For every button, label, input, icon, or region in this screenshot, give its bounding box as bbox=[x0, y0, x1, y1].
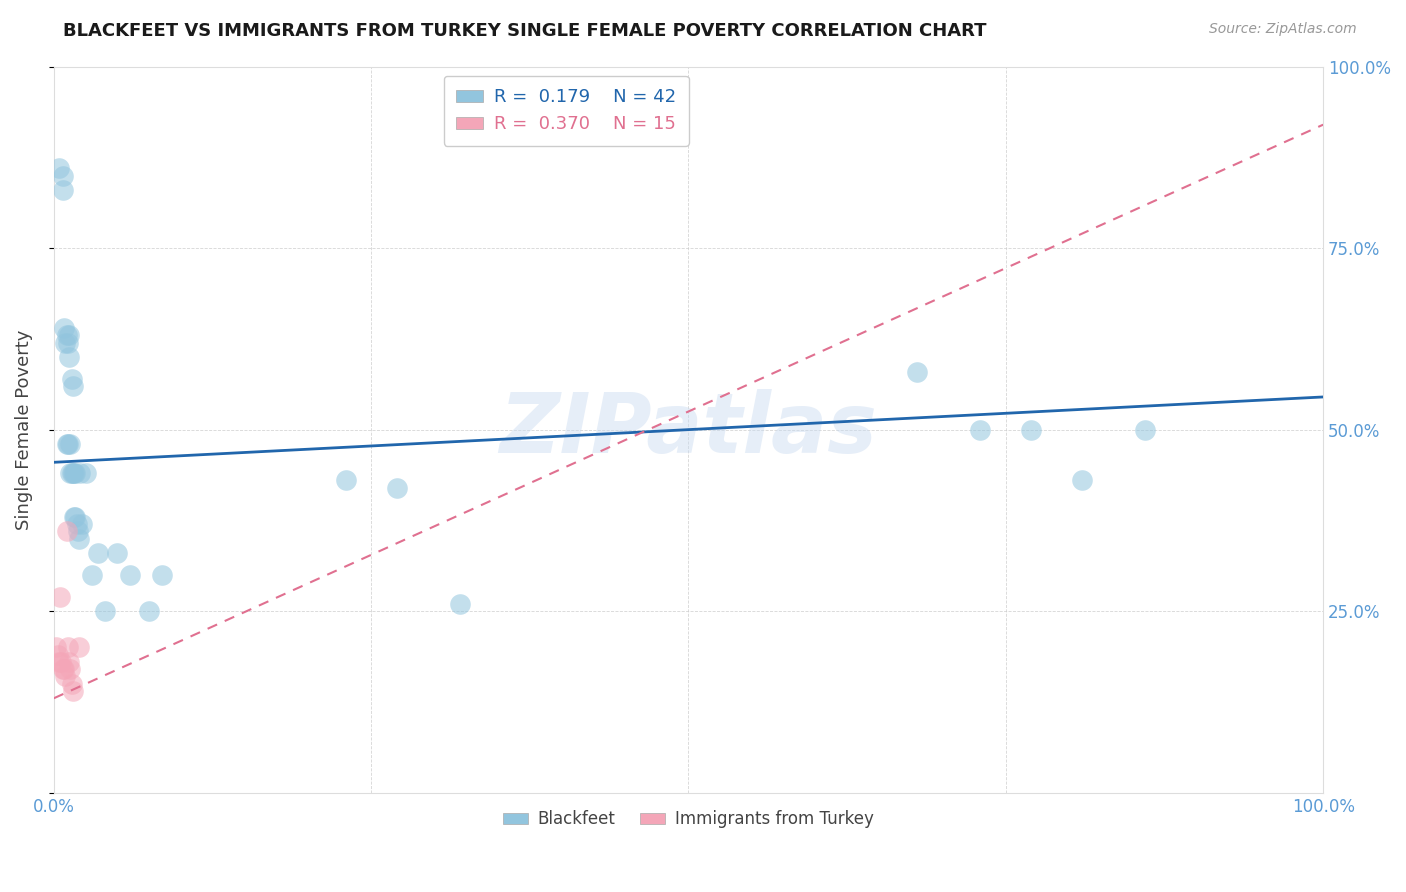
Blackfeet bbox=[385, 481, 408, 495]
Immigrants from Turkey bbox=[48, 655, 70, 669]
Blackfeet bbox=[449, 597, 471, 611]
Blackfeet bbox=[105, 546, 128, 560]
Blackfeet bbox=[87, 546, 110, 560]
Blackfeet bbox=[80, 567, 103, 582]
Blackfeet bbox=[93, 604, 115, 618]
Blackfeet bbox=[118, 567, 141, 582]
Blackfeet bbox=[66, 516, 89, 531]
Blackfeet bbox=[56, 335, 79, 350]
Blackfeet bbox=[150, 567, 173, 582]
Blackfeet bbox=[335, 474, 357, 488]
Blackfeet bbox=[58, 328, 80, 343]
Blackfeet bbox=[75, 466, 97, 480]
Blackfeet bbox=[67, 532, 90, 546]
Blackfeet bbox=[63, 466, 86, 480]
Immigrants from Turkey bbox=[51, 655, 73, 669]
Blackfeet bbox=[62, 466, 84, 480]
Immigrants from Turkey bbox=[55, 524, 77, 539]
Blackfeet bbox=[52, 169, 75, 183]
Blackfeet bbox=[138, 604, 160, 618]
Blackfeet bbox=[59, 437, 82, 451]
Immigrants from Turkey bbox=[53, 662, 76, 676]
Blackfeet bbox=[65, 466, 87, 480]
Immigrants from Turkey bbox=[59, 662, 82, 676]
Blackfeet bbox=[52, 183, 75, 197]
Blackfeet bbox=[58, 350, 80, 364]
Text: BLACKFEET VS IMMIGRANTS FROM TURKEY SINGLE FEMALE POVERTY CORRELATION CHART: BLACKFEET VS IMMIGRANTS FROM TURKEY SING… bbox=[63, 22, 987, 40]
Immigrants from Turkey bbox=[58, 655, 80, 669]
Blackfeet bbox=[62, 379, 84, 393]
Immigrants from Turkey bbox=[60, 677, 83, 691]
Blackfeet bbox=[969, 423, 991, 437]
Blackfeet bbox=[60, 372, 83, 386]
Y-axis label: Single Female Poverty: Single Female Poverty bbox=[15, 329, 32, 530]
Blackfeet bbox=[56, 437, 79, 451]
Text: ZIPatlas: ZIPatlas bbox=[499, 389, 877, 470]
Blackfeet bbox=[55, 328, 77, 343]
Immigrants from Turkey bbox=[53, 669, 76, 683]
Blackfeet bbox=[60, 466, 83, 480]
Immigrants from Turkey bbox=[45, 640, 67, 655]
Text: Source: ZipAtlas.com: Source: ZipAtlas.com bbox=[1209, 22, 1357, 37]
Immigrants from Turkey bbox=[62, 684, 84, 698]
Blackfeet bbox=[1071, 474, 1094, 488]
Blackfeet bbox=[48, 161, 70, 176]
Blackfeet bbox=[53, 321, 76, 335]
Blackfeet bbox=[63, 509, 86, 524]
Blackfeet bbox=[65, 509, 87, 524]
Blackfeet bbox=[905, 365, 928, 379]
Immigrants from Turkey bbox=[56, 640, 79, 655]
Blackfeet bbox=[70, 516, 93, 531]
Legend: Blackfeet, Immigrants from Turkey: Blackfeet, Immigrants from Turkey bbox=[496, 804, 882, 835]
Blackfeet bbox=[53, 335, 76, 350]
Blackfeet bbox=[1019, 423, 1042, 437]
Blackfeet bbox=[69, 466, 91, 480]
Immigrants from Turkey bbox=[52, 662, 75, 676]
Immigrants from Turkey bbox=[67, 640, 90, 655]
Blackfeet bbox=[1135, 423, 1157, 437]
Immigrants from Turkey bbox=[49, 590, 72, 604]
Blackfeet bbox=[55, 437, 77, 451]
Blackfeet bbox=[66, 524, 89, 539]
Immigrants from Turkey bbox=[46, 648, 69, 662]
Blackfeet bbox=[59, 466, 82, 480]
